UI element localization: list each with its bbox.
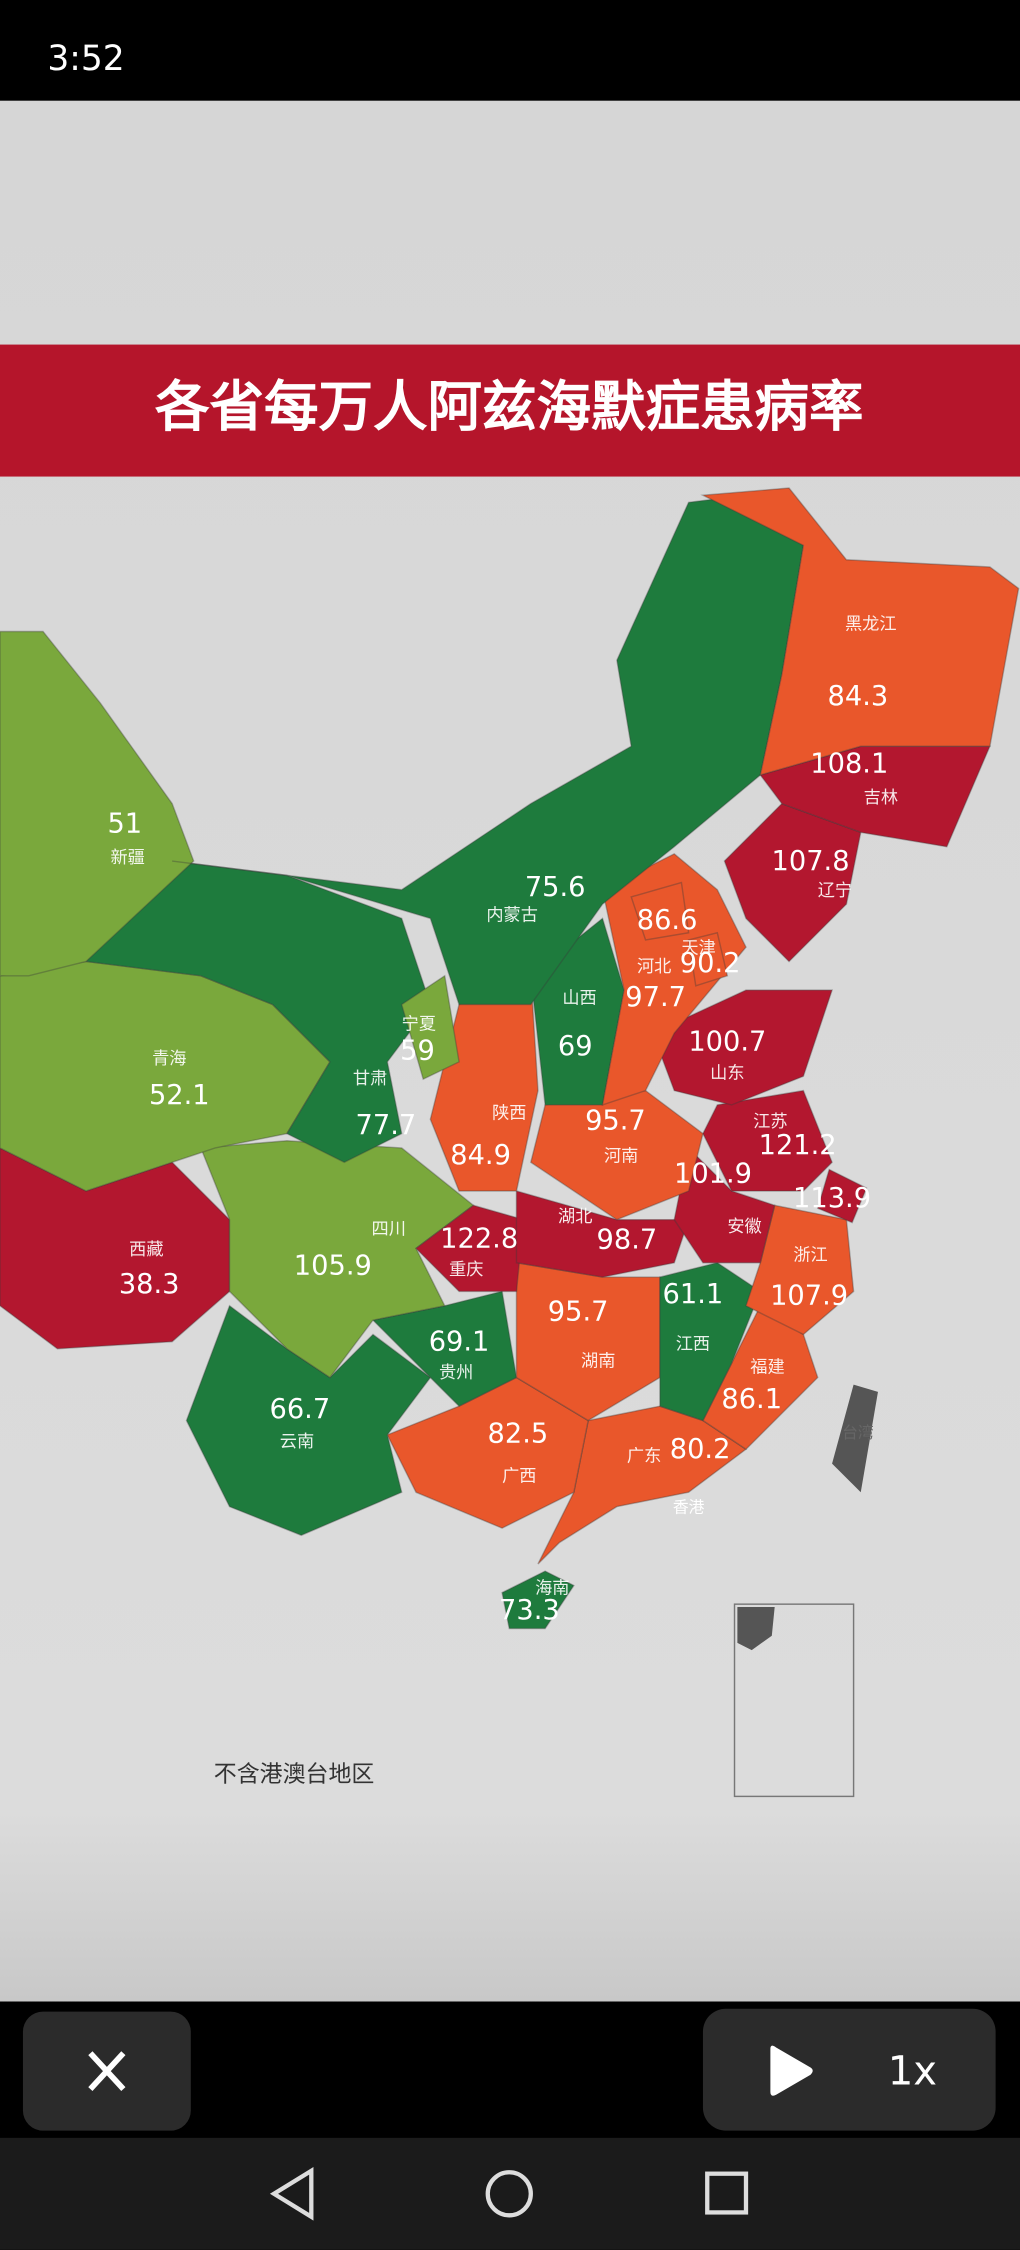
region-name: 四川 <box>372 1220 406 1240</box>
region-name: 西藏 <box>129 1240 163 1260</box>
region-value: 66.7 <box>269 1394 330 1425</box>
region <box>630 881 690 941</box>
region <box>386 1376 589 1529</box>
region-value: 77.7 <box>356 1110 417 1141</box>
map-title: 各省每万人阿兹海默症患病率 <box>155 375 864 439</box>
inset-land <box>737 1607 775 1651</box>
place-label: 香港 <box>673 1498 705 1517</box>
region-name: 天津 <box>681 939 715 959</box>
region-name: 浙江 <box>793 1246 827 1266</box>
region-value: 38.3 <box>119 1269 180 1300</box>
region-value: 84.9 <box>450 1140 511 1171</box>
region <box>816 1168 868 1224</box>
nav-bar <box>0 2137 1020 2250</box>
region-name: 江西 <box>676 1334 710 1354</box>
region-value: 107.8 <box>772 846 850 877</box>
region-value: 69.1 <box>429 1327 490 1358</box>
region-name: 宁夏 <box>402 1015 436 1035</box>
region-name: 辽宁 <box>818 881 852 901</box>
region-value: 122.8 <box>440 1223 518 1254</box>
region-value: 75.6 <box>525 872 586 903</box>
region-value: 86.1 <box>721 1384 782 1415</box>
region-value: 95.7 <box>548 1296 609 1327</box>
inset-box <box>733 1603 855 1798</box>
region-value: 73.3 <box>499 1595 560 1626</box>
title-banner <box>0 344 1020 477</box>
region-name: 青海 <box>152 1049 186 1069</box>
region-value: 82.5 <box>488 1418 549 1449</box>
region-name: 湖北 <box>558 1207 592 1227</box>
nav-back[interactable] <box>269 2166 314 2221</box>
region-name: 河南 <box>604 1147 638 1167</box>
region-name: 甘肃 <box>353 1069 387 1089</box>
region-value: 101.9 <box>674 1159 752 1190</box>
region-value: 80.2 <box>670 1434 731 1465</box>
region-value: 52.1 <box>149 1080 210 1111</box>
region-value: 97.7 <box>625 982 686 1013</box>
region-name: 山东 <box>710 1063 744 1083</box>
status-time: 3:52 <box>47 39 124 79</box>
region-value: 86.6 <box>637 905 698 936</box>
region-name: 河北 <box>637 957 671 977</box>
region <box>651 989 834 1106</box>
region-value: 100.7 <box>688 1027 766 1058</box>
region-name: 新疆 <box>110 848 144 868</box>
region-value: 90.2 <box>680 948 741 979</box>
region-value: 59 <box>400 1035 435 1066</box>
region-name: 重庆 <box>449 1260 483 1280</box>
region-value: 51 <box>107 809 142 840</box>
status-bar <box>0 0 1020 101</box>
close-icon <box>88 2051 126 2091</box>
region <box>0 630 195 977</box>
region-name: 广西 <box>502 1466 536 1486</box>
region-value: 105.9 <box>294 1251 372 1282</box>
speed-label[interactable]: 1x <box>888 2048 937 2094</box>
nav-recent[interactable] <box>705 2171 749 2215</box>
region-name: 安徽 <box>727 1217 761 1237</box>
region-value: 107.9 <box>770 1281 848 1312</box>
region-value: 113.9 <box>793 1183 871 1214</box>
region-value: 108.1 <box>810 748 888 779</box>
taiwan-shape <box>832 1384 878 1493</box>
region-name: 吉林 <box>864 788 898 808</box>
region <box>700 487 1020 776</box>
region-value: 121.2 <box>759 1130 837 1161</box>
regions <box>0 487 1020 1630</box>
nav-home[interactable] <box>485 2170 533 2218</box>
region-name: 内蒙古 <box>486 906 538 926</box>
region-value: 61.1 <box>663 1279 724 1310</box>
region-name: 贵州 <box>439 1363 473 1383</box>
region <box>687 931 729 987</box>
region <box>501 1570 575 1630</box>
region-name: 广东 <box>627 1446 661 1466</box>
region-value: 69 <box>558 1031 593 1062</box>
region-name: 云南 <box>280 1432 314 1452</box>
region-value: 84.3 <box>828 681 889 712</box>
place-label: 台湾 <box>842 1423 874 1442</box>
map-note: 不含港澳台地区 <box>214 1761 375 1787</box>
play-controls[interactable] <box>702 2008 996 2131</box>
region-name: 湖南 <box>581 1352 615 1372</box>
region-name: 陕西 <box>492 1104 526 1124</box>
region <box>199 1140 475 1379</box>
region-name: 黑龙江 <box>845 614 897 634</box>
play-icon[interactable] <box>770 2045 813 2096</box>
region-name: 山西 <box>562 989 596 1009</box>
region-name: 海南 <box>535 1578 569 1598</box>
region <box>537 1405 748 1565</box>
region-value: 98.7 <box>597 1225 658 1256</box>
region <box>400 974 460 1081</box>
region-labels: 黑龙江 84.3 吉林 108.1 辽宁 107.8 内蒙古 75.6 新疆 51 86.6 天津90… <box>107 614 898 1626</box>
region-name: 江苏 <box>753 1112 787 1132</box>
region-value: 95.7 <box>585 1106 646 1137</box>
region-name: 福建 <box>750 1357 784 1377</box>
